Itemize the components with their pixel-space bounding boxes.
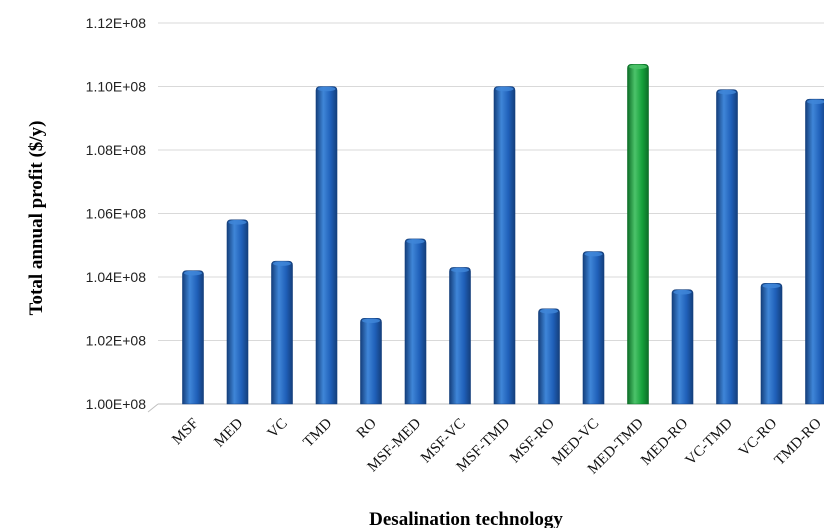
bar (182, 270, 204, 405)
bar (271, 260, 293, 405)
bar-cap (584, 251, 603, 257)
bar (671, 289, 694, 405)
y-tick-label: 1.02E+08 (86, 333, 147, 349)
bar-cap (184, 270, 202, 276)
bar (627, 63, 649, 405)
bar-cap (629, 64, 647, 70)
bar (538, 308, 560, 405)
bar-cap (406, 239, 425, 244)
x-tick-label: MED (211, 415, 246, 450)
bar (315, 86, 338, 405)
bar (760, 283, 783, 405)
bar (582, 251, 605, 405)
y-tick-label: 1.00E+08 (86, 396, 147, 412)
bar-cap (495, 86, 514, 92)
bar-cap (807, 99, 824, 104)
bar (404, 238, 427, 405)
bar-cap (718, 89, 736, 95)
x-tick-label: TMD (300, 415, 335, 450)
y-tick-labels: 1.00E+08 1.02E+08 1.04E+08 1.06E+08 1.08E+08… (86, 15, 147, 412)
y-axis-title: Total annual profit ($/y) (26, 121, 47, 316)
bar-cap (762, 283, 781, 289)
bar-cap (228, 220, 247, 225)
gridlines (147, 22, 824, 413)
bar-cap (362, 318, 380, 324)
bar (449, 267, 471, 405)
x-tick-label: VC (265, 416, 291, 442)
y-tick-label: 1.10E+08 (86, 79, 147, 95)
bar-cap (317, 86, 336, 92)
x-tick-label: VC-RO (736, 415, 780, 459)
bar-cap (451, 267, 469, 273)
bar (716, 89, 738, 405)
x-tick-label: RO (354, 415, 380, 441)
x-tick-label: MSF (169, 416, 202, 449)
floor-line (147, 403, 824, 413)
y-tick-label: 1.06E+08 (86, 206, 147, 222)
x-tick-labels: MSF MED VC TMD ROMSF-MEDMSF-VCMSF-TMDMSF-ROM… (169, 415, 824, 477)
bar-cap (273, 261, 291, 266)
bar (360, 317, 382, 405)
x-axis-title: Desalination technology (369, 509, 563, 528)
bar-cap (673, 289, 692, 295)
bar (226, 219, 249, 405)
bar-cap (540, 308, 558, 314)
y-tick-label: 1.12E+08 (86, 15, 147, 31)
x-tick-label: VC-TMD (683, 415, 736, 468)
bar (805, 98, 824, 405)
y-tick-label: 1.04E+08 (86, 269, 147, 285)
x-tick-label: TMD-RO (772, 415, 824, 468)
x-tick-label: MED-RO (638, 415, 691, 468)
bars (182, 63, 824, 405)
y-tick-label: 1.08E+08 (86, 142, 147, 158)
bar (493, 86, 516, 405)
